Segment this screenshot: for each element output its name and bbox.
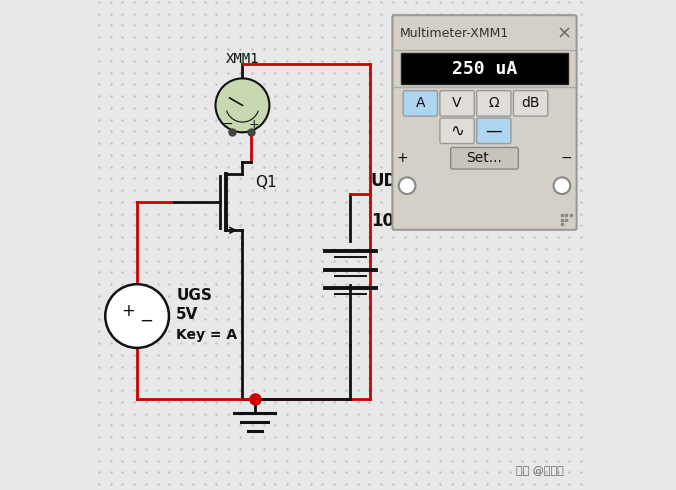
Text: 250 uA: 250 uA: [452, 60, 517, 77]
FancyBboxPatch shape: [403, 91, 437, 116]
Text: Set...: Set...: [466, 151, 502, 165]
Text: —: —: [485, 122, 502, 140]
FancyBboxPatch shape: [513, 91, 548, 116]
Text: Multimeter-XMM1: Multimeter-XMM1: [400, 27, 510, 40]
Text: −: −: [139, 312, 153, 330]
Text: Key = A: Key = A: [176, 328, 237, 342]
Text: V: V: [452, 97, 462, 110]
Text: UDS: UDS: [371, 172, 410, 190]
FancyBboxPatch shape: [477, 118, 511, 144]
FancyBboxPatch shape: [392, 15, 577, 230]
Text: +: +: [396, 151, 408, 165]
FancyBboxPatch shape: [440, 118, 475, 144]
Text: ∿: ∿: [450, 122, 464, 140]
Circle shape: [216, 78, 270, 132]
Text: dB: dB: [521, 97, 540, 110]
Text: +: +: [249, 118, 259, 131]
FancyBboxPatch shape: [440, 91, 475, 116]
Circle shape: [105, 284, 169, 348]
Text: 5V: 5V: [176, 307, 199, 322]
FancyBboxPatch shape: [451, 147, 518, 169]
Text: +: +: [121, 302, 135, 320]
Circle shape: [554, 177, 571, 194]
Text: A: A: [416, 97, 425, 110]
Text: −: −: [223, 118, 234, 131]
Text: 10V: 10V: [371, 212, 407, 229]
Text: Q1: Q1: [255, 175, 276, 190]
FancyBboxPatch shape: [477, 91, 511, 116]
Text: ×: ×: [556, 25, 571, 43]
Text: Ω: Ω: [489, 97, 499, 110]
Text: 知乎 @编程喵: 知乎 @编程喵: [516, 466, 563, 476]
Text: −: −: [561, 151, 573, 165]
Bar: [402, 53, 568, 84]
Text: UGS: UGS: [176, 288, 212, 303]
Circle shape: [399, 177, 416, 194]
Text: XMM1: XMM1: [226, 52, 259, 66]
